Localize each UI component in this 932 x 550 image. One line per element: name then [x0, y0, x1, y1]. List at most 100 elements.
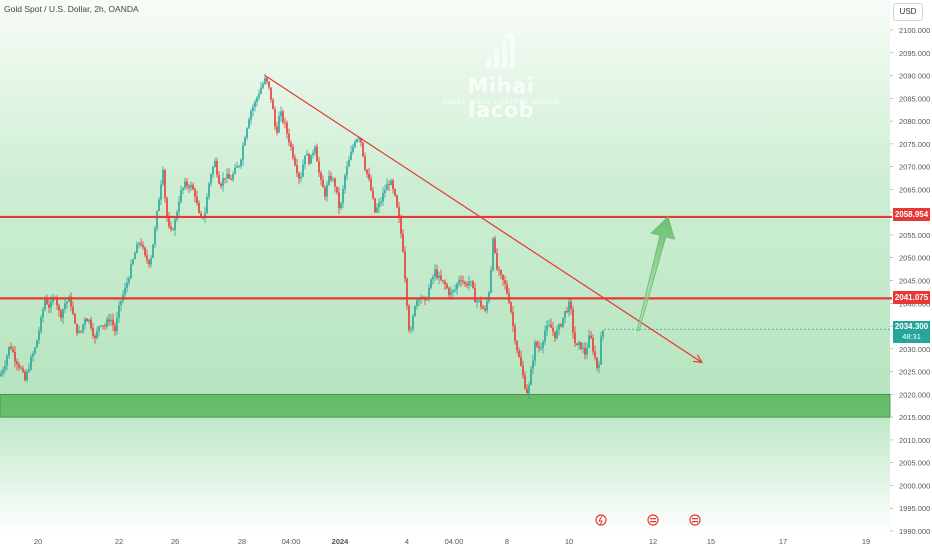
candle-body [128, 278, 130, 283]
y-tick-label: 2010.000 [899, 436, 930, 445]
candle-body [62, 309, 64, 318]
candle-body [592, 337, 594, 352]
candle-body [552, 327, 554, 332]
candle-body [350, 151, 352, 160]
upper-level-price-label: 2058.954 [893, 208, 930, 221]
candle-body [334, 179, 336, 187]
candle-body [188, 186, 190, 188]
us-flag-event-icon[interactable] [647, 514, 659, 526]
y-tick-label: 2030.000 [899, 345, 930, 354]
candle-body [542, 341, 544, 348]
candle-body [600, 336, 602, 365]
x-tick-label: 17 [779, 537, 787, 546]
y-tick-label: 2075.000 [899, 140, 930, 149]
candle-body [402, 233, 404, 252]
candle-body [296, 165, 298, 173]
candle-body [252, 106, 254, 111]
candle-body [286, 122, 288, 134]
candle-body [20, 367, 22, 369]
candle-body [510, 302, 512, 312]
last-price-value: 2034.300 [894, 322, 929, 331]
candle-body [368, 173, 370, 179]
plot-background [0, 0, 890, 533]
candle-body [454, 289, 456, 291]
candle-body [594, 351, 596, 358]
candle-body [226, 173, 228, 179]
candle-body [540, 347, 542, 349]
candle-body [464, 282, 466, 285]
candle-body [52, 297, 54, 302]
us-flag-event-icon[interactable] [689, 514, 701, 526]
candle-body [338, 192, 340, 209]
candle-body [576, 343, 578, 346]
candle-body [428, 288, 430, 300]
candle-body [6, 355, 8, 366]
candle-body [500, 270, 502, 275]
candle-body [10, 346, 12, 349]
lower-level-price-label: 2041.075 [893, 291, 930, 304]
candle-body [168, 217, 170, 227]
candle-body [404, 251, 406, 279]
candle-body [436, 269, 438, 278]
y-tick-label: 2000.000 [899, 481, 930, 490]
candle-body [186, 181, 188, 187]
candle-body [346, 166, 348, 176]
candle-body [94, 336, 96, 338]
candle-body [16, 361, 18, 365]
candle-body [430, 279, 432, 289]
x-tick-label: 19 [862, 537, 870, 546]
candle-body [582, 347, 584, 349]
candle-body [460, 280, 462, 281]
candle-body [26, 371, 28, 381]
candle-body [408, 305, 410, 330]
candle-body [352, 146, 354, 152]
candle-body [452, 290, 454, 292]
candle-body [90, 319, 92, 328]
candle-body [448, 288, 450, 295]
candle-body [294, 157, 296, 166]
candle-body [272, 99, 274, 110]
candle-body [434, 269, 436, 277]
candle-body [318, 161, 320, 173]
earnings-event-icon[interactable] [595, 514, 607, 526]
candle-body [554, 331, 556, 339]
candle-body [292, 146, 294, 158]
candle-body [572, 309, 574, 333]
candle-body [586, 347, 588, 355]
candle-body [580, 342, 582, 349]
candle-body [300, 176, 302, 179]
candle-body [362, 142, 364, 157]
candle-body [482, 306, 484, 309]
candle-body [466, 284, 468, 286]
rising-bars-arrow-icon [482, 32, 515, 68]
y-tick-label: 2050.000 [899, 254, 930, 263]
candle-body [74, 313, 76, 324]
candle-body [152, 244, 154, 258]
currency-selector[interactable]: USD [893, 3, 923, 21]
candle-body [528, 385, 530, 394]
candle-body [158, 199, 160, 212]
candle-body [384, 190, 386, 194]
candle-body [108, 319, 110, 322]
candle-body [444, 281, 446, 285]
candle-body [56, 297, 58, 306]
support-zone [0, 393, 891, 418]
candle-body [562, 317, 564, 327]
candle-body [140, 243, 142, 246]
candle-body [124, 287, 126, 295]
candle-body [332, 179, 334, 180]
y-tick-label: 2080.000 [899, 117, 930, 126]
candle-body [182, 187, 184, 191]
candle-body [416, 300, 418, 307]
candle-body [330, 175, 332, 180]
candle-body [494, 238, 496, 253]
x-tick-label: 20 [34, 537, 42, 546]
candle-body [148, 260, 150, 265]
flag-stripe [650, 518, 656, 520]
candle-body [590, 335, 592, 338]
x-tick-label: 26 [171, 537, 179, 546]
candle-body [514, 325, 516, 342]
candle-body [340, 202, 342, 209]
